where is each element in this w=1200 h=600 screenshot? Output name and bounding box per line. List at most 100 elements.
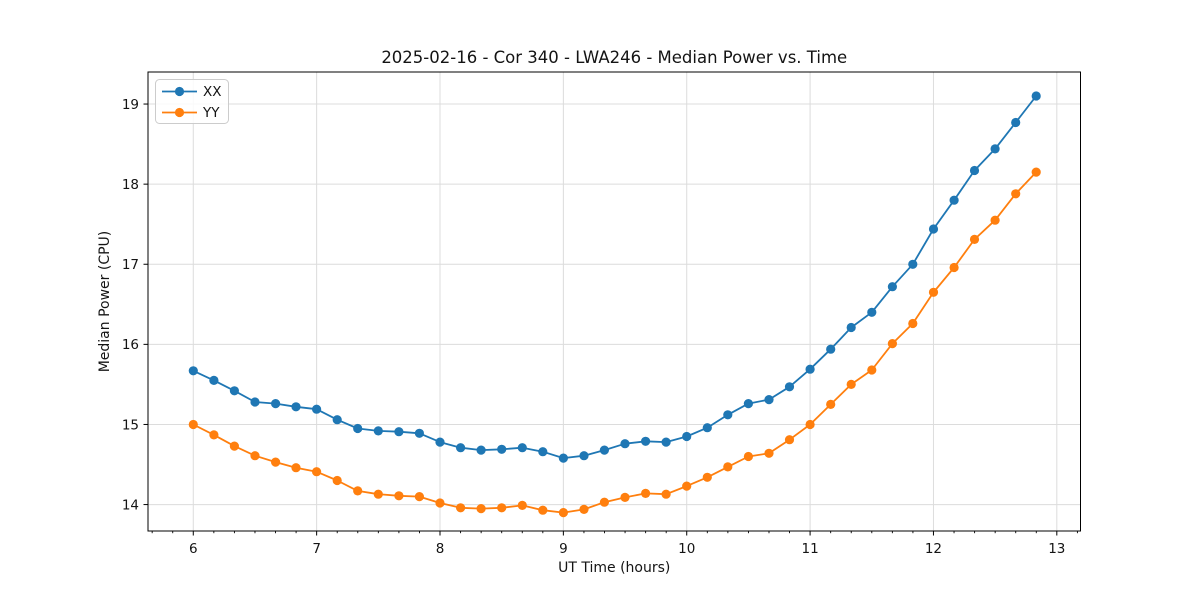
data-point	[209, 430, 219, 440]
data-point	[250, 451, 260, 461]
y-label: Median Power (CPU)	[97, 231, 113, 373]
x-axis-label: UT Time (hours)	[558, 560, 670, 576]
x-tick-label: 13	[1048, 541, 1065, 557]
data-point	[1031, 167, 1041, 177]
data-point	[1011, 189, 1021, 199]
data-point	[538, 505, 548, 515]
y-axis: 14 15 16 17 18 19	[122, 97, 148, 513]
data-point	[579, 504, 589, 514]
data-point	[887, 339, 898, 349]
data-point	[702, 472, 712, 482]
data-point	[229, 441, 239, 451]
x-tick-label: 6	[189, 541, 198, 557]
data-point	[558, 507, 569, 518]
data-point	[867, 307, 877, 317]
x-tick-label: 11	[801, 541, 818, 557]
x-tick-label: 7	[312, 541, 321, 557]
axes-frame	[147, 71, 1081, 532]
data-point	[764, 448, 774, 458]
legend-marker	[174, 86, 185, 97]
data-point	[209, 375, 219, 385]
data-point	[497, 444, 507, 454]
legend: XX YY	[155, 79, 229, 124]
data-point	[414, 428, 424, 438]
y-tick-label: 17	[122, 257, 139, 273]
data-point	[394, 491, 404, 501]
data-point	[291, 402, 301, 412]
data-point	[394, 427, 404, 437]
data-point	[332, 475, 342, 486]
data-point	[456, 443, 466, 453]
data-point	[641, 488, 651, 498]
legend-marker	[174, 107, 185, 118]
data-point	[723, 462, 733, 472]
data-point	[312, 404, 322, 414]
data-point	[476, 504, 486, 514]
x-tick-label: 10	[678, 541, 695, 557]
data-point	[887, 282, 898, 292]
y-tick-label: 16	[122, 337, 139, 353]
data-point	[928, 287, 939, 297]
data-point	[579, 451, 589, 461]
data-point	[743, 451, 754, 462]
data-point	[990, 144, 1000, 154]
data-point	[784, 382, 795, 392]
data-point	[928, 224, 939, 234]
y-tick-label: 15	[122, 417, 139, 433]
data-point	[517, 500, 527, 510]
data-point	[558, 453, 569, 463]
data-point	[826, 344, 836, 354]
data-point	[1011, 117, 1021, 128]
data-point	[188, 366, 198, 376]
data-point	[517, 443, 527, 453]
x-tick-label: 12	[925, 541, 942, 557]
data-point	[1031, 91, 1041, 101]
data-point	[250, 397, 260, 407]
data-point	[538, 447, 548, 457]
data-point	[620, 492, 630, 502]
data-point	[332, 415, 342, 425]
titles: 2025-02-16 - Cor 340 - LWA246 - Median P…	[381, 48, 847, 67]
data-point	[661, 437, 671, 447]
x-tick-label: 9	[559, 541, 568, 557]
x-axis: 6 7 8 9 10 11 12 13	[151, 531, 1078, 557]
y-axis-label: Median Power (CPU)	[97, 231, 113, 373]
legend-item-xx: XX	[162, 84, 222, 100]
chart-title: 2025-02-16 - Cor 340 - LWA246 - Median P…	[381, 48, 847, 67]
data-point	[702, 423, 712, 433]
data-point	[620, 439, 630, 449]
data-point	[435, 437, 445, 447]
data-point	[497, 503, 507, 513]
legend-label: XX	[203, 84, 222, 100]
grid	[148, 72, 1081, 531]
data-point	[846, 322, 856, 333]
data-point	[867, 365, 877, 375]
data-point	[599, 445, 610, 455]
data-point	[826, 399, 836, 409]
data-point	[969, 165, 980, 176]
data-point	[949, 195, 959, 205]
data-point	[599, 497, 610, 507]
data-point	[353, 486, 363, 496]
data-point	[990, 215, 1000, 225]
y-tick-label: 14	[122, 497, 139, 513]
data-point	[969, 234, 980, 244]
data-point	[353, 423, 363, 434]
data-point	[291, 463, 301, 473]
x-tick-label: 8	[436, 541, 445, 557]
data-point	[805, 364, 815, 374]
series-yy	[188, 167, 1041, 518]
data-point	[682, 431, 692, 442]
data-point	[661, 489, 671, 499]
data-point	[908, 259, 918, 269]
series-xx	[188, 91, 1041, 463]
data-point	[743, 399, 754, 409]
data-point	[373, 426, 383, 436]
data-point	[373, 489, 383, 499]
data-point	[723, 410, 733, 420]
x-label: UT Time (hours)	[558, 560, 670, 576]
data-point	[456, 503, 466, 513]
data-point	[949, 262, 959, 273]
